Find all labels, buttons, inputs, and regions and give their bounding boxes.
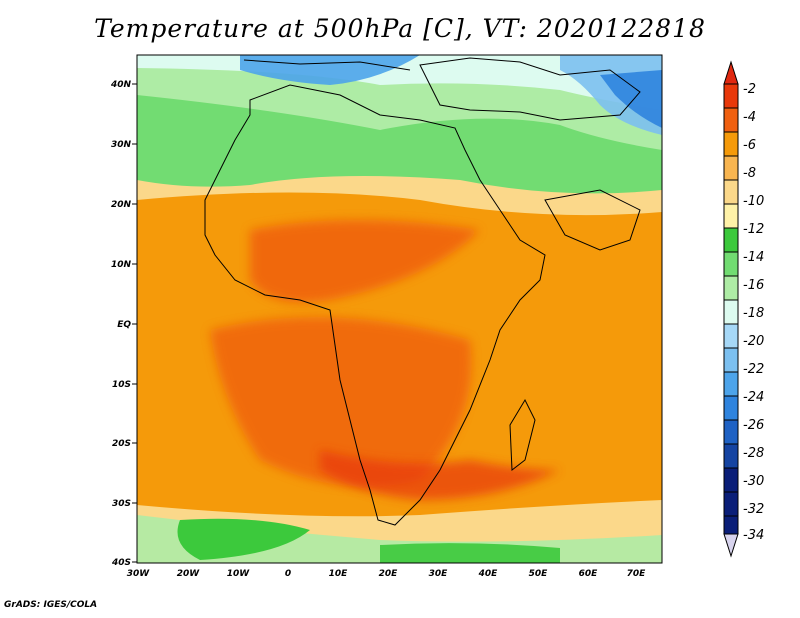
colorbar-segment [723,515,739,535]
colorbar-segment [723,491,739,517]
lat-axis: 40N 30N 20N 10N EQ 10S 20S 30S 40S [110,80,137,568]
lat-tick-label: 20N [111,200,132,210]
lon-tick-label: 30W [127,569,151,579]
lat-tick-label: 40N [110,80,132,90]
lon-tick-label: 50E [529,569,549,579]
lon-tick-label: 40E [478,569,499,579]
colorbar-label: -18 [743,306,764,321]
colorbar-label: -20 [743,334,764,349]
colorbar-label: -8 [743,166,756,181]
colorbar-segment [723,347,739,373]
colorbar-label: -2 [743,82,756,97]
lon-tick-label: 10W [227,569,251,579]
colorbar-label: -16 [743,278,764,293]
lon-tick-label: 60E [579,569,599,579]
colorbar-label: -34 [743,528,764,543]
lon-tick-label: 10E [329,569,349,579]
colorbar-segment [723,251,739,277]
lat-tick-label: 10N [111,260,132,270]
colorbar-segment [723,419,739,445]
lat-tick-label: 20S [112,439,131,449]
colorbar-segment [723,323,739,349]
lon-tick-label: 30E [429,569,449,579]
temperature-field [137,55,662,563]
colorbar-segment [723,395,739,421]
coastlines [204,57,641,526]
colorbar-label: -28 [743,446,764,461]
colorbar-label: -26 [743,418,764,433]
colorbar-label: -24 [743,390,764,405]
colorbar-segment [723,107,739,133]
colorbar-segment [723,371,739,397]
colorbar-label: -22 [743,362,764,377]
colorbar-segment [723,131,739,157]
colorbar-label: -12 [743,222,764,237]
lat-tick-label: 40S [111,558,131,568]
colorbar-label: -30 [743,474,764,489]
colorbar-label: -4 [743,110,756,125]
lat-tick-label: 30N [111,140,132,150]
credit-label: GrADS: IGES/COLA [4,600,98,610]
colorbar-label: -14 [743,250,764,265]
colorbar-top-arrow [723,60,739,85]
colorbar-segment [723,227,739,253]
colorbar-label: -32 [743,502,764,517]
colorbar-segment [723,179,739,205]
colorbar-segment [723,467,739,493]
colorbar: -2 -4 -6 -8 -10 -12 -14 -16 -18 -20 -22 … [723,60,764,558]
lon-axis: 30W 20W 10W 0 10E 20E 30E 40E 50E 60E 70… [127,569,646,579]
lon-tick-label: 20E [379,569,399,579]
lon-tick-label: 20W [177,569,201,579]
colorbar-segment [723,443,739,469]
lon-tick-label: 0 [285,569,291,579]
lat-tick-label: 30S [112,499,131,509]
colorbar-segment [723,155,739,181]
colorbar-label: -6 [743,138,756,153]
lat-tick-label: 10S [112,380,131,390]
lon-tick-label: 70E [627,569,647,579]
lat-tick-label: EQ [117,320,131,330]
colorbar-segment [723,83,739,109]
colorbar-segment [723,275,739,301]
colorbar-label: -10 [743,194,764,209]
map-title: Temperature at 500hPa [C], VT: 202012281… [94,14,706,43]
colorbar-segment [723,299,739,325]
colorbar-bottom-arrow [723,533,739,558]
colorbar-segment [723,203,739,229]
map-frame [136,54,663,564]
